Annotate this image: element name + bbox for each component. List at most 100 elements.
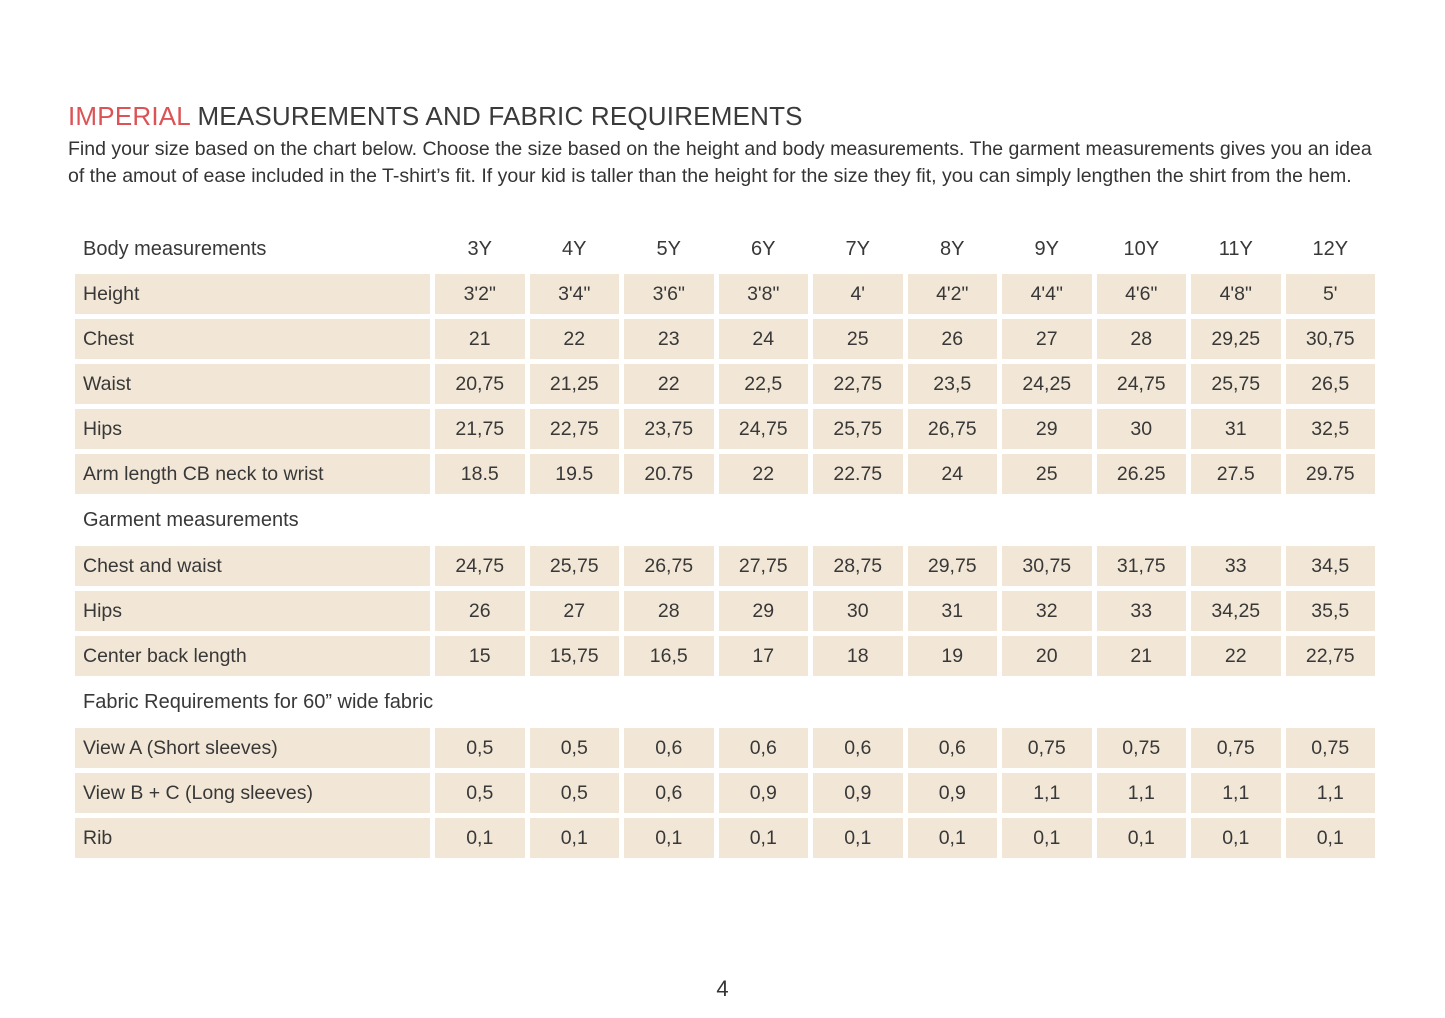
- row-label: Center back length: [75, 636, 430, 676]
- value-cell: 29.75: [1285, 454, 1375, 494]
- value-cell: 5': [1285, 274, 1375, 314]
- value-cell: 26,75: [624, 546, 714, 586]
- value-cell: 22: [529, 319, 619, 359]
- value-cell: 0,75: [1191, 728, 1281, 768]
- value-cell: 0,6: [624, 728, 714, 768]
- row-label: Chest: [75, 319, 430, 359]
- value-cell: 22: [624, 364, 714, 404]
- value-cell: 21: [435, 319, 525, 359]
- value-cell: 20.75: [624, 454, 714, 494]
- value-cell: 27.5: [1191, 454, 1281, 494]
- value-cell: 0,1: [813, 818, 903, 858]
- table-row: Chest 21 22 23 24 25 26 27 28 29,25 30,75: [75, 319, 1375, 359]
- size-column-header: 5Y: [656, 237, 681, 260]
- value-cell: 0,1: [718, 818, 808, 858]
- table-row: View B + C (Long sleeves) 0,5 0,5 0,6 0,9 0,9…: [75, 773, 1375, 813]
- value-cell: 4'8": [1191, 274, 1281, 314]
- value-cell: 23,5: [907, 364, 997, 404]
- value-cell: 22.75: [813, 454, 903, 494]
- value-cell: 23: [624, 319, 714, 359]
- value-cell: 24: [907, 454, 997, 494]
- value-cell: 0,75: [1285, 728, 1375, 768]
- value-cell: 34,25: [1191, 591, 1281, 631]
- value-cell: 0,5: [529, 773, 619, 813]
- value-cell: 27: [529, 591, 619, 631]
- value-cell: 24,75: [435, 546, 525, 586]
- size-column-header: 4Y: [562, 237, 587, 260]
- value-cell: 21,75: [435, 409, 525, 449]
- row-label: Hips: [75, 409, 430, 449]
- value-cell: 25: [1002, 454, 1092, 494]
- value-cell: 25,75: [529, 546, 619, 586]
- value-cell: 27,75: [718, 546, 808, 586]
- value-cell: 24,75: [1096, 364, 1186, 404]
- table-row: Chest and waist 24,75 25,75 26,75 27,75 28,75…: [75, 546, 1375, 586]
- value-cell: 15: [435, 636, 525, 676]
- value-cell: 0,9: [813, 773, 903, 813]
- value-cell: 29,25: [1191, 319, 1281, 359]
- value-cell: 1,1: [1285, 773, 1375, 813]
- table-row: Rib 0,1 0,1 0,1 0,1 0,1 0,1 0,1 0,1 0,1 0,1: [75, 818, 1375, 858]
- size-chart-table: Body measurements 3Y 4Y 5Y 6Y 7Y 8Y 9Y 10Y 11Y 12Y…: [75, 231, 1375, 863]
- value-cell: 1,1: [1096, 773, 1186, 813]
- value-cell: 25: [813, 319, 903, 359]
- value-cell: 22: [1191, 636, 1281, 676]
- row-label: Rib: [75, 818, 430, 858]
- size-column-header: 6Y: [751, 237, 776, 260]
- value-cell: 26,75: [907, 409, 997, 449]
- section-header-label: Body measurements: [83, 237, 267, 260]
- value-cell: 28: [1096, 319, 1186, 359]
- value-cell: 30: [1096, 409, 1186, 449]
- value-cell: 0,5: [529, 728, 619, 768]
- size-column-header: 10Y: [1123, 237, 1160, 260]
- value-cell: 22,5: [718, 364, 808, 404]
- row-label: View B + C (Long sleeves): [75, 773, 430, 813]
- value-cell: 24,25: [1002, 364, 1092, 404]
- value-cell: 1,1: [1002, 773, 1092, 813]
- value-cell: 28,75: [813, 546, 903, 586]
- size-column-header: 12Y: [1312, 237, 1349, 260]
- value-cell: 33: [1191, 546, 1281, 586]
- table-header-row: Body measurements 3Y 4Y 5Y 6Y 7Y 8Y 9Y 10Y 11Y 12Y: [75, 231, 1375, 267]
- value-cell: 30,75: [1002, 546, 1092, 586]
- value-cell: 0,1: [1285, 818, 1375, 858]
- size-column-header: 7Y: [845, 237, 870, 260]
- row-label: View A (Short sleeves): [75, 728, 430, 768]
- value-cell: 19.5: [529, 454, 619, 494]
- page-number: 4: [716, 976, 729, 1001]
- value-cell: 0,1: [907, 818, 997, 858]
- value-cell: 31: [907, 591, 997, 631]
- section-header-label: Garment measurements: [83, 508, 299, 531]
- value-cell: 24: [718, 319, 808, 359]
- value-cell: 0,6: [813, 728, 903, 768]
- value-cell: 26: [435, 591, 525, 631]
- value-cell: 35,5: [1285, 591, 1375, 631]
- table-row: Waist 20,75 21,25 22 22,5 22,75 23,5 24,25 24,75…: [75, 364, 1375, 404]
- value-cell: 34,5: [1285, 546, 1375, 586]
- value-cell: 4'4": [1002, 274, 1092, 314]
- value-cell: 0,1: [529, 818, 619, 858]
- value-cell: 0,6: [718, 728, 808, 768]
- table-row: Height 3'2" 3'4" 3'6" 3'8" 4' 4'2" 4'4" 4'6" 4'8"…: [75, 274, 1375, 314]
- value-cell: 25,75: [813, 409, 903, 449]
- value-cell: 33: [1096, 591, 1186, 631]
- value-cell: 30: [813, 591, 903, 631]
- value-cell: 0,5: [435, 773, 525, 813]
- value-cell: 16,5: [624, 636, 714, 676]
- intro-paragraph: Find your size based on the chart below.…: [68, 138, 1372, 187]
- value-cell: 22: [718, 454, 808, 494]
- value-cell: 0,6: [907, 728, 997, 768]
- value-cell: 20,75: [435, 364, 525, 404]
- size-column-header: 11Y: [1218, 237, 1253, 260]
- page-title-rest: MEASUREMENTS AND FABRIC REQUIREMENTS: [197, 101, 803, 131]
- value-cell: 24,75: [718, 409, 808, 449]
- value-cell: 0,1: [624, 818, 714, 858]
- value-cell: 0,6: [624, 773, 714, 813]
- value-cell: 4'2": [907, 274, 997, 314]
- value-cell: 30,75: [1285, 319, 1375, 359]
- value-cell: 18: [813, 636, 903, 676]
- value-cell: 22,75: [529, 409, 619, 449]
- row-label: Arm length CB neck to wrist: [75, 454, 430, 494]
- value-cell: 0,9: [718, 773, 808, 813]
